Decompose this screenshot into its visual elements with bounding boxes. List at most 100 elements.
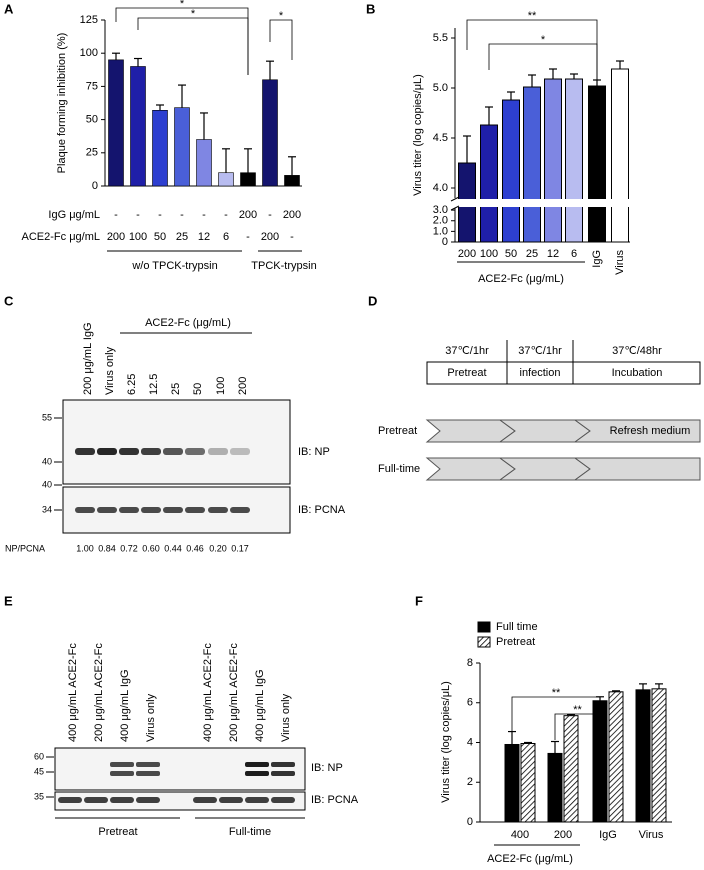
ratio-value: 0.72 — [120, 543, 138, 553]
y-axis-label: Virus titer (log copies/μL) — [412, 74, 424, 196]
ratio-value: 0.84 — [98, 543, 116, 553]
x-tick-label: 50 — [505, 248, 517, 260]
y-axis-label: Plaque forming inhibition (%) — [56, 33, 68, 174]
row-cell: - — [246, 231, 250, 243]
y-tick-label: 75 — [86, 80, 98, 92]
arrow — [425, 457, 516, 481]
row-cell: - — [290, 231, 294, 243]
lane-label: 400 μg/mL IgG — [254, 669, 266, 742]
blot — [54, 747, 306, 791]
x-tick-label: 200 — [554, 829, 572, 841]
band — [245, 797, 269, 803]
band — [271, 797, 295, 803]
bar — [651, 688, 667, 823]
x-tick-label: Virus — [639, 829, 664, 841]
bar — [152, 110, 168, 187]
lane-label: 400 μg/mL ACE2-Fc — [202, 643, 214, 742]
time-label: 37℃/48hr — [612, 345, 662, 357]
band — [163, 507, 183, 513]
arrow — [573, 419, 701, 443]
band — [110, 797, 134, 803]
row-cell: 50 — [154, 231, 166, 243]
lane-label: 12.5 — [148, 374, 160, 395]
band — [110, 771, 134, 776]
blot-target: IB: NP — [298, 446, 330, 458]
lane-label: 50 — [192, 383, 204, 395]
significance-label: ** — [573, 704, 582, 716]
panel-letter: F — [415, 593, 423, 608]
legend-swatch — [477, 621, 491, 633]
y-tick-label: 6 — [467, 697, 473, 709]
bar — [547, 752, 563, 823]
band — [193, 797, 217, 803]
band — [110, 762, 134, 767]
step-label: infection — [520, 367, 561, 379]
lane-label: 200 μg/mL IgG — [82, 322, 94, 395]
band — [84, 797, 108, 803]
row-cell: - — [114, 209, 118, 221]
bar — [635, 689, 651, 823]
bar — [480, 124, 498, 243]
lane-header: ACE2-Fc (μg/mL) — [145, 317, 231, 329]
group-label: Full-time — [229, 826, 271, 838]
band — [75, 507, 95, 513]
step-box — [572, 361, 701, 385]
y-tick-label: 0 — [442, 236, 448, 248]
row-cell: - — [268, 209, 272, 221]
x-tick-label: IgG — [591, 250, 603, 268]
row-label: IgG μg/mL — [48, 209, 100, 221]
legend-label: Pretreat — [496, 636, 535, 648]
x-tick-label: 25 — [526, 248, 538, 260]
y-tick-label: 25 — [86, 147, 98, 159]
bar — [504, 743, 520, 823]
row-cell: 200 — [283, 209, 301, 221]
y-axis-label: Virus titer (log copies/μL) — [440, 681, 452, 803]
bar — [108, 59, 124, 187]
ratio-value: 0.17 — [231, 543, 249, 553]
ratio-value: 0.44 — [164, 543, 182, 553]
significance-bracket — [269, 19, 293, 60]
band — [185, 448, 205, 455]
lane-label: 200 μg/mL ACE2-Fc — [228, 643, 240, 742]
bar — [523, 86, 541, 243]
y-tick-label: 0 — [92, 180, 98, 192]
bar — [284, 175, 300, 187]
lane-label: Virus only — [145, 693, 157, 742]
row-cell: - — [202, 209, 206, 221]
bar — [262, 79, 278, 187]
significance-label: * — [191, 8, 196, 20]
y-tick-label: 8 — [467, 657, 473, 669]
mw-marker: 35 — [34, 791, 44, 801]
y-tick-label: 125 — [80, 14, 98, 26]
band — [119, 448, 139, 455]
band — [245, 762, 269, 767]
lane-label: Virus only — [280, 693, 292, 742]
band — [97, 507, 117, 513]
mw-marker: 34 — [42, 504, 52, 514]
row-label: ACE2-Fc μg/mL — [22, 231, 100, 243]
panel-letter: C — [4, 293, 14, 308]
band — [136, 797, 160, 803]
bar — [563, 715, 579, 823]
bar — [588, 85, 606, 243]
row-cell: - — [224, 209, 228, 221]
mw-marker: 40 — [42, 479, 52, 489]
ratio-label: NP/PCNA — [5, 543, 45, 553]
band — [58, 797, 82, 803]
row-cell: 200 — [107, 231, 125, 243]
row-cell: 25 — [176, 231, 188, 243]
y-tick-label: 4.5 — [433, 132, 448, 144]
mw-marker: 45 — [34, 766, 44, 776]
arrow — [425, 419, 516, 443]
row-label: Full-time — [378, 463, 420, 475]
lane-label: 100 — [215, 377, 227, 395]
ratio-value: 0.46 — [186, 543, 204, 553]
band — [230, 507, 250, 513]
timeline-diagram: 37℃/1hr 37℃/1hr 37℃/48hr Pretreat infect… — [378, 340, 701, 481]
y-tick-label: 100 — [80, 47, 98, 59]
significance-bracket — [511, 696, 601, 735]
band — [141, 448, 161, 455]
lane-label: 200 μg/mL ACE2-Fc — [93, 643, 105, 742]
band — [141, 507, 161, 513]
group-label: ACE2-Fc (μg/mL) — [487, 853, 573, 865]
